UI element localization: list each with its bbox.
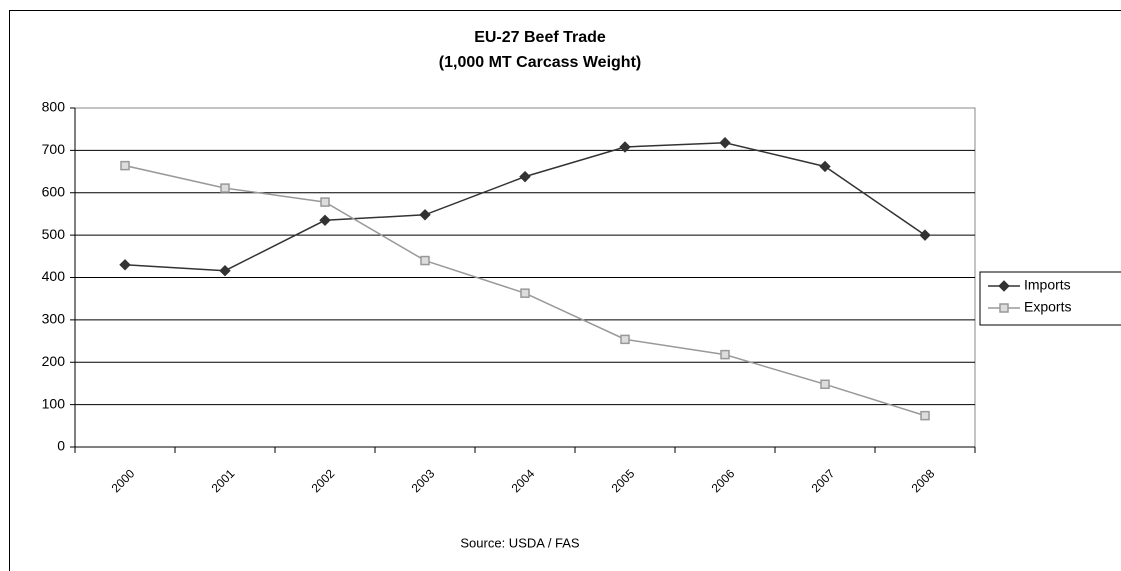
y-tick-label: 800 [42,99,66,115]
y-tick-label: 500 [42,226,66,242]
point [320,197,330,207]
point [920,410,930,421]
point [519,170,531,183]
point [219,265,231,277]
legend-label: Exports [1024,299,1071,315]
chart-title: EU-27 Beef Trade [474,29,606,46]
y-tick-label: 400 [42,268,66,284]
y-tick-label: 200 [42,353,66,369]
source-note: Source: USDA / FAS [460,535,580,550]
point [619,141,631,153]
point [220,183,230,193]
point [819,160,831,173]
point [820,379,830,390]
point [120,160,130,171]
y-tick-label: 0 [57,438,65,454]
point [319,214,331,227]
point [419,209,431,221]
point [719,137,731,149]
y-tick-label: 100 [42,395,66,411]
point [999,303,1009,313]
y-tick-label: 600 [42,183,66,199]
y-tick-label: 300 [42,311,66,327]
point [520,288,530,298]
point [919,229,931,241]
point [620,334,630,345]
y-tick-label: 700 [42,141,66,157]
legend-label: Imports [1024,277,1071,293]
point [998,280,1010,292]
chart-subtitle: (1,000 MT Carcass Weight) [439,54,641,71]
point [720,349,730,360]
point [420,255,430,266]
point [119,259,131,271]
